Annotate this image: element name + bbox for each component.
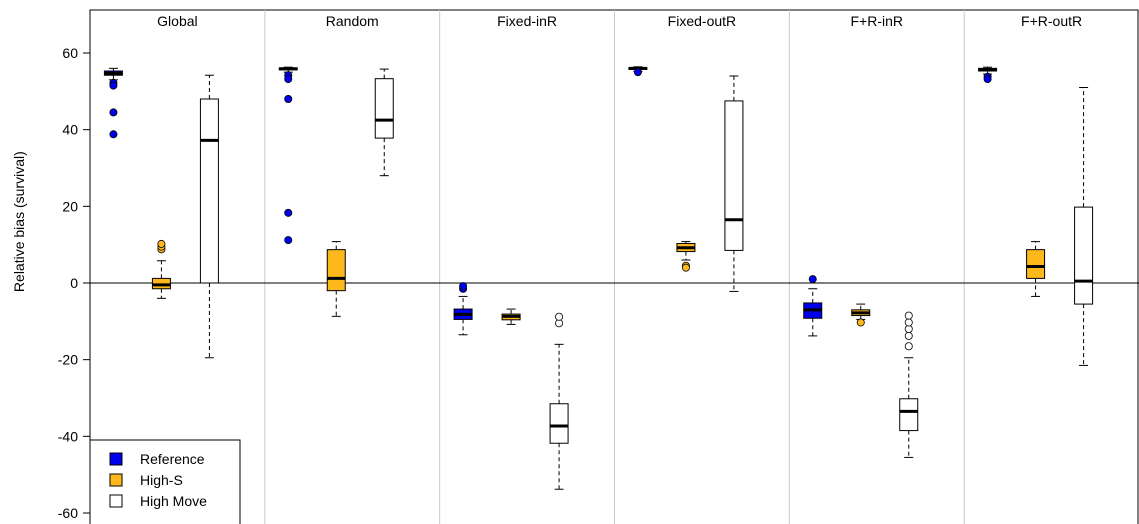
outlier-point [983, 75, 992, 84]
box-high-move [724, 75, 744, 292]
box-iqr [374, 78, 394, 139]
legend-swatch [109, 494, 123, 508]
panel-fixed-inr: Fixed-inR [453, 13, 569, 490]
panel-title: Global [157, 13, 197, 29]
outlier-point [459, 282, 468, 291]
y-tick-label: -40 [58, 428, 78, 444]
panel-f-r-outr: F+R-outR [978, 13, 1094, 366]
box-high-s [676, 241, 696, 272]
box-reference [453, 282, 473, 336]
outlier-point [555, 312, 564, 321]
box-high-s [1026, 241, 1046, 297]
panel-title: F+R-outR [1021, 13, 1082, 29]
box-iqr [326, 249, 346, 292]
outlier-point [633, 68, 642, 77]
box-high-s [501, 308, 521, 325]
panel-title: Random [326, 13, 379, 29]
legend-label: Reference [140, 451, 205, 467]
outlier-point [284, 95, 293, 104]
outlier-point [681, 263, 690, 272]
y-tick-label: -20 [58, 352, 78, 368]
y-axis-label: Relative bias (survival) [11, 151, 27, 292]
box-reference [803, 275, 823, 337]
legend-swatch [109, 452, 123, 466]
box-high-s [851, 303, 871, 327]
box-high-move [899, 311, 919, 458]
y-tick-label: 40 [62, 122, 78, 138]
box-reference [103, 67, 123, 139]
box-iqr [549, 403, 569, 444]
outlier-point [904, 318, 913, 327]
box-high-move [374, 68, 394, 177]
panel-global: Global [103, 13, 219, 359]
y-tick-label: 0 [70, 275, 78, 291]
legend: Reference High-S High Move [89, 439, 241, 524]
y-tick-label: 60 [62, 45, 78, 61]
box-high-move [549, 312, 569, 490]
y-tick-label: -60 [58, 505, 78, 521]
outlier-point [284, 236, 293, 245]
y-tick-label: 20 [62, 198, 78, 214]
panel-title: F+R-inR [850, 13, 903, 29]
outlier-point [109, 130, 118, 139]
panel-f-r-inr: F+R-inR [803, 13, 919, 458]
box-high-move [199, 74, 219, 359]
box-high-move [1074, 87, 1094, 366]
legend-label: High-S [140, 472, 183, 488]
box-high-s [326, 241, 346, 317]
box-high-s [151, 239, 171, 299]
panel-fixed-outr: Fixed-outR [628, 13, 744, 292]
outlier-point [284, 208, 293, 217]
box-iqr [1074, 206, 1094, 305]
outlier-point [109, 108, 118, 117]
legend-label: High Move [140, 493, 207, 509]
outlier-point [904, 342, 913, 351]
outlier-point [109, 81, 118, 90]
box-iqr [1026, 249, 1046, 279]
outlier-point [284, 75, 293, 84]
box-reference [978, 66, 998, 84]
box-reference [628, 66, 648, 77]
panels: Global Random Fixed-inR Fixed-outR F+R-inR F+… [90, 10, 1139, 524]
panel-random: Random [278, 13, 394, 317]
panel-title: Fixed-outR [668, 13, 736, 29]
panel-title: Fixed-inR [497, 13, 557, 29]
box-reference [278, 66, 298, 245]
outlier-point [157, 239, 166, 248]
outlier-point [856, 318, 865, 327]
box-iqr [199, 98, 219, 284]
box-iqr [899, 398, 919, 432]
outlier-point [904, 311, 913, 320]
outlier-point [904, 331, 913, 340]
outlier-point [808, 275, 817, 284]
legend-swatch [109, 473, 123, 487]
box-iqr [724, 100, 744, 251]
